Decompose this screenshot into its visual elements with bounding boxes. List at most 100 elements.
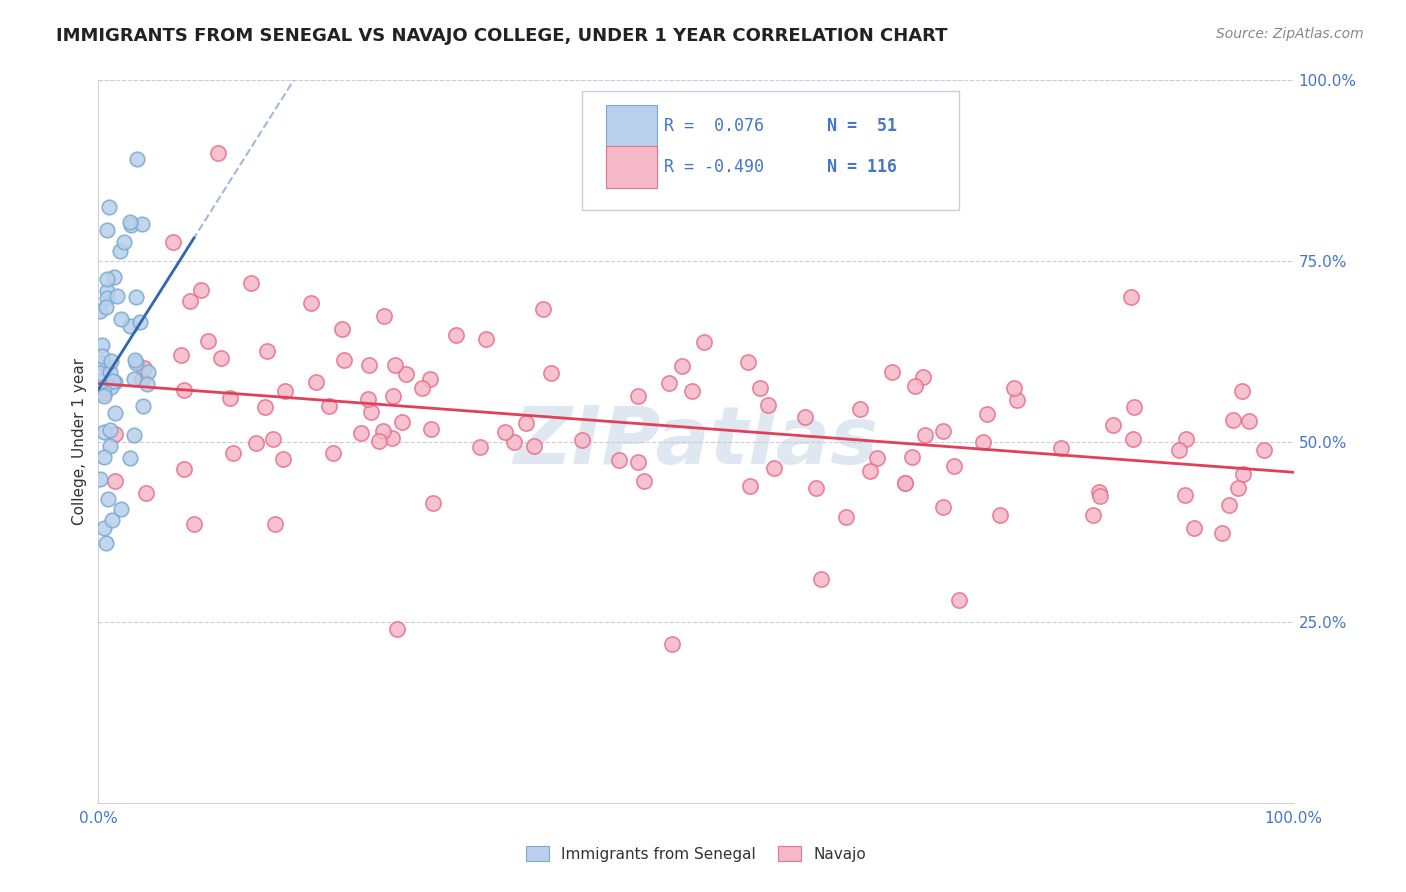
Point	[1218, 498, 1240, 512]
Point	[1239, 413, 1261, 427]
Point	[93, 425, 115, 439]
Point	[943, 458, 966, 473]
Text: Source: ZipAtlas.com: Source: ZipAtlas.com	[1216, 27, 1364, 41]
Point	[1087, 484, 1109, 499]
Point	[125, 356, 148, 370]
Point	[627, 389, 650, 403]
Point	[1088, 489, 1111, 503]
Point	[96, 223, 118, 237]
Point	[98, 201, 121, 215]
Point	[118, 451, 141, 466]
Point	[136, 365, 159, 379]
Point	[1168, 443, 1191, 458]
Point	[1002, 381, 1025, 395]
Point	[103, 270, 125, 285]
Point	[207, 145, 229, 160]
Text: N = 116: N = 116	[827, 158, 897, 176]
Point	[100, 380, 122, 394]
Point	[118, 319, 141, 334]
Point	[901, 450, 924, 464]
Point	[502, 435, 524, 450]
Point	[748, 381, 770, 395]
Point	[305, 375, 328, 389]
Point	[976, 407, 998, 421]
Point	[1122, 433, 1144, 447]
Point	[120, 218, 142, 232]
Point	[245, 436, 267, 450]
Point	[131, 372, 153, 386]
Point	[894, 476, 917, 491]
Point	[515, 416, 537, 430]
Point	[810, 572, 832, 586]
Point	[96, 291, 118, 305]
Point	[90, 374, 112, 388]
Point	[104, 475, 127, 489]
Point	[1232, 467, 1254, 482]
Point	[912, 370, 935, 384]
Point	[94, 535, 117, 549]
Point	[357, 358, 380, 372]
Point	[859, 464, 882, 478]
Point	[219, 392, 242, 406]
Point	[360, 404, 382, 418]
Point	[93, 389, 115, 403]
Point	[1174, 432, 1197, 446]
Point	[96, 359, 118, 374]
Point	[122, 372, 145, 386]
Point	[125, 290, 148, 304]
Point	[1211, 525, 1233, 540]
Point	[209, 351, 232, 365]
Point	[737, 355, 759, 369]
Point	[1123, 400, 1146, 414]
Point	[371, 424, 394, 438]
Point	[104, 375, 127, 389]
Point	[110, 244, 132, 259]
Point	[89, 366, 111, 380]
Point	[494, 425, 516, 439]
Point	[1007, 392, 1029, 407]
Point	[190, 283, 212, 297]
Point	[96, 284, 118, 298]
Point	[661, 637, 683, 651]
Point	[658, 376, 681, 390]
Text: N =  51: N = 51	[827, 117, 897, 135]
Point	[835, 510, 858, 524]
Point	[373, 309, 395, 323]
Point	[135, 486, 157, 500]
Point	[131, 218, 153, 232]
Point	[948, 593, 970, 607]
Point	[357, 392, 380, 406]
Point	[422, 496, 444, 510]
Text: R = -0.490: R = -0.490	[664, 158, 763, 176]
Point	[112, 235, 135, 250]
Point	[1253, 443, 1275, 458]
Point	[848, 402, 870, 417]
Point	[122, 428, 145, 442]
Point	[350, 425, 373, 440]
Point	[531, 302, 554, 317]
Point	[110, 502, 132, 516]
Point	[179, 294, 201, 309]
Point	[914, 427, 936, 442]
Point	[173, 462, 195, 476]
Point	[671, 359, 693, 373]
FancyBboxPatch shape	[582, 91, 959, 211]
Point	[470, 440, 492, 454]
Point	[101, 513, 124, 527]
Point	[101, 374, 124, 388]
Point	[1222, 412, 1244, 426]
Point	[271, 451, 294, 466]
Point	[475, 332, 498, 346]
Point	[134, 360, 156, 375]
Point	[222, 445, 245, 459]
Point	[262, 432, 284, 446]
Point	[162, 235, 184, 250]
Point	[904, 379, 927, 393]
Point	[173, 384, 195, 398]
Point	[804, 481, 827, 495]
Point	[1102, 417, 1125, 432]
Point	[253, 400, 276, 414]
Point	[135, 377, 157, 392]
Point	[98, 439, 121, 453]
Point	[264, 517, 287, 532]
